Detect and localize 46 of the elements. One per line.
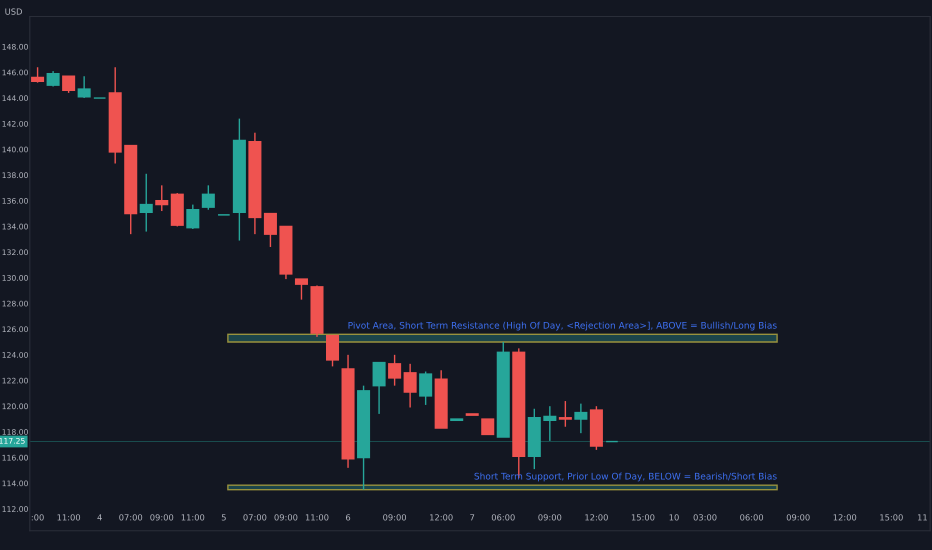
candlestick [264, 212, 277, 248]
candlestick [186, 204, 200, 230]
x-tick-label: 03:00 [694, 514, 717, 521]
band-label: Pivot Area, Short Term Resistance (High Of Day, <Rejection Area>], ABOVE = Bullish/Long Bias [348, 322, 777, 330]
candlestick [62, 76, 76, 94]
candlestick [294, 278, 308, 300]
x-tick-label: 5 [222, 514, 226, 521]
x-tick-label: 12:00 [430, 514, 453, 521]
candlestick [574, 402, 588, 434]
x-tick-label: 11:00 [58, 514, 80, 521]
candlestick [419, 370, 432, 406]
x-tick-label: 09:00 [538, 514, 562, 521]
x-tick-label: 09:00 [274, 514, 298, 521]
candlestick [388, 354, 402, 386]
x-tick-label: 12:00 [585, 514, 608, 521]
x-tick-label: 11:00 [306, 514, 328, 521]
candlestick [372, 362, 386, 415]
x-tick-label: :00 [32, 514, 44, 521]
x-tick-label: 09:00 [150, 514, 174, 521]
x-tick-label: 09:00 [786, 514, 810, 521]
candlestick [78, 76, 91, 99]
candlestick [558, 400, 572, 428]
y-axis-title: USD [5, 8, 22, 15]
x-tick-label: 09:00 [383, 514, 406, 521]
x-tick-label: 7 [470, 514, 474, 520]
x-tick-label: 06:00 [492, 514, 515, 521]
candlestick [543, 406, 556, 442]
candlestick [404, 363, 417, 408]
candlestick [31, 66, 44, 84]
x-tick-label: 12:00 [834, 514, 856, 521]
x-tick-label: 06:00 [740, 514, 764, 521]
x-tick-label: 15:00 [632, 514, 654, 521]
candlestick [481, 418, 494, 436]
x-tick-label: 15:00 [880, 514, 903, 521]
band-label: Short Term Support, Prior Low Of Day, BELOW = Bearish/Short Bias [474, 472, 777, 482]
x-tick-label: 07:00 [243, 514, 266, 521]
x-tick-label: 10 [670, 514, 679, 521]
x-tick-label: 11 [918, 514, 927, 520]
x-tick-label: 11:00 [182, 514, 204, 521]
candlestick [155, 184, 168, 212]
x-tick-label: 4 [97, 514, 102, 520]
x-tick-label: 6 [346, 514, 350, 521]
candlestick [202, 184, 215, 210]
x-tick-label: 07:00 [119, 514, 142, 521]
candlestick [140, 173, 153, 232]
candlestick [46, 70, 60, 88]
